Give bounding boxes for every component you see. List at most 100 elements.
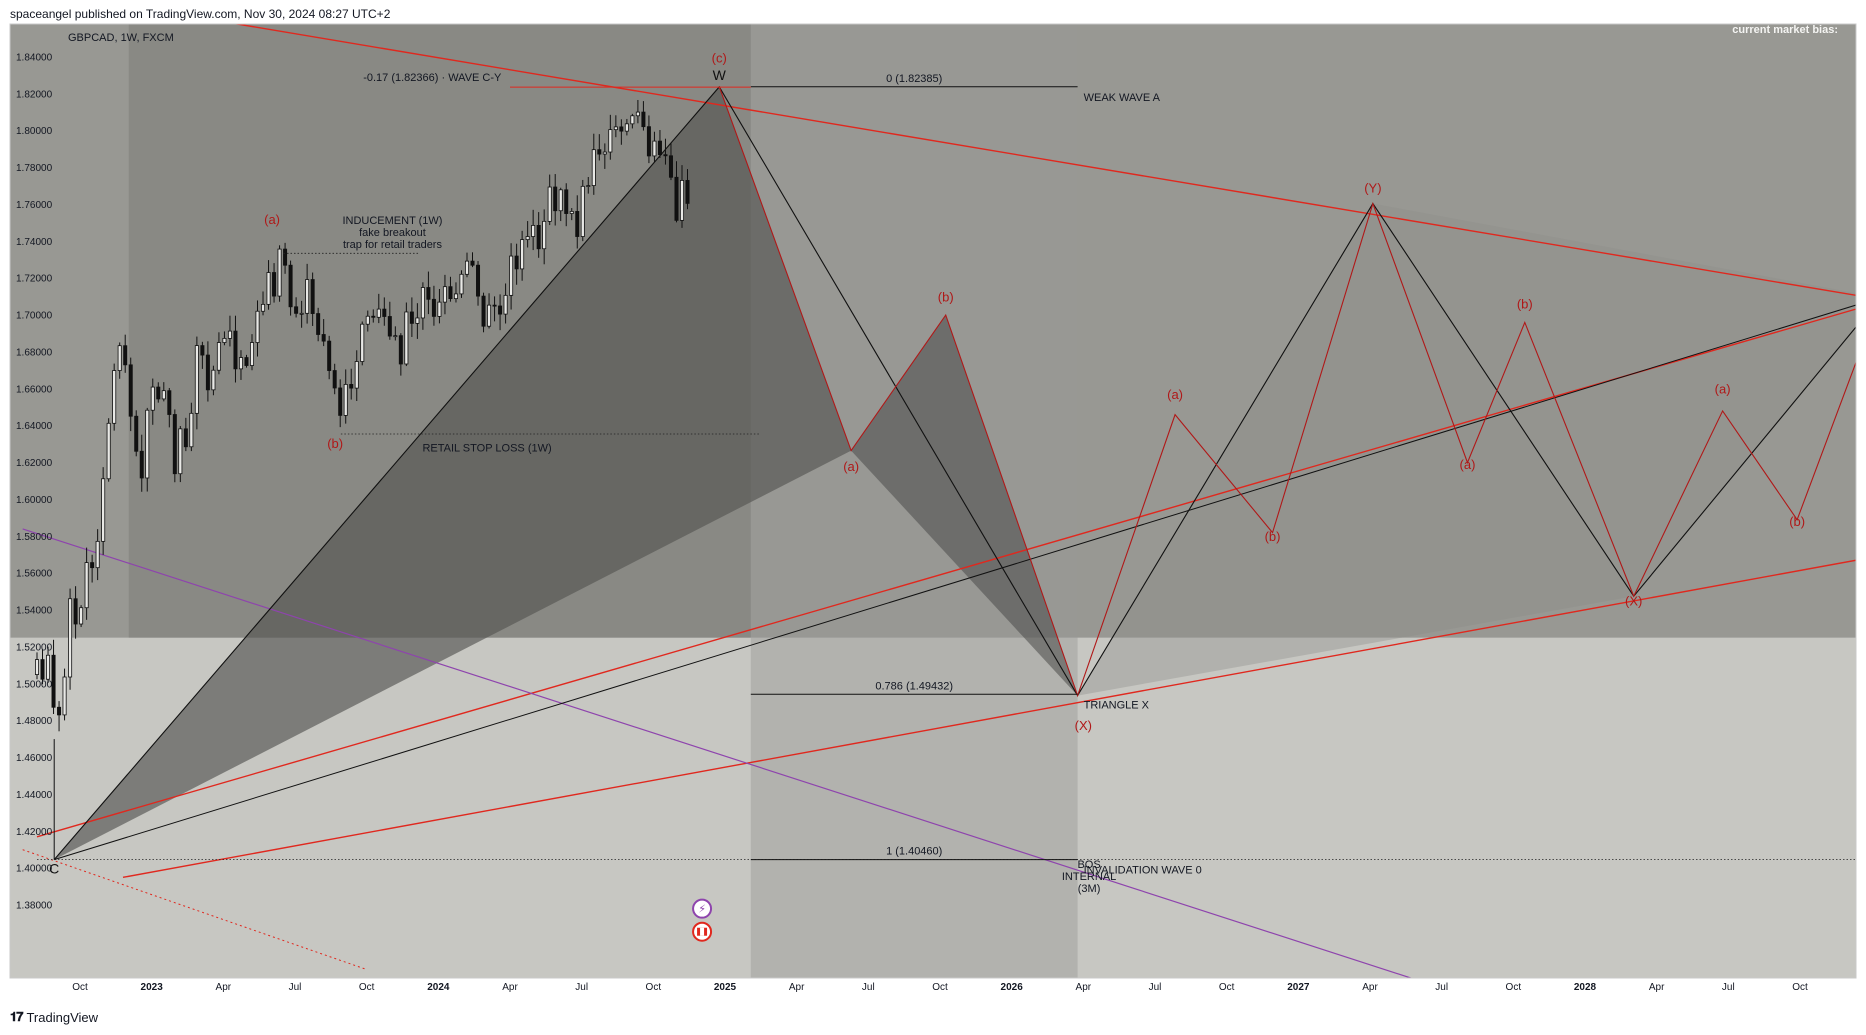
candle <box>90 554 95 583</box>
candle <box>161 382 166 402</box>
candle <box>238 350 243 380</box>
x-tick-label: Jul <box>289 982 302 993</box>
candle-body <box>84 562 89 609</box>
candle <box>487 293 492 329</box>
candle <box>360 321 365 366</box>
candle-body <box>591 149 596 186</box>
candle <box>630 113 635 129</box>
candle-body <box>233 330 238 370</box>
candle-body <box>531 225 536 237</box>
candle <box>624 118 629 136</box>
x-tick-label: 2023 <box>141 982 164 993</box>
y-tick-label: 1.52000 <box>16 642 53 653</box>
candle <box>139 434 144 492</box>
y-tick-label: 1.80000 <box>16 126 53 137</box>
candle-body <box>316 313 321 335</box>
candle-body <box>453 293 458 300</box>
candle <box>294 297 299 318</box>
candle-body <box>310 279 315 314</box>
event-circle <box>692 898 713 919</box>
x-tick-label: 2026 <box>1001 982 1024 993</box>
candle-body <box>624 123 629 132</box>
candle-body <box>150 386 155 411</box>
candle-body <box>139 450 144 479</box>
y-tick-label: 1.42000 <box>16 827 53 838</box>
wave-label: (a) <box>1715 381 1731 396</box>
candle-body <box>487 304 492 327</box>
candle <box>393 326 398 341</box>
x-tick-label: Apr <box>1076 982 1092 993</box>
candle-body <box>117 345 122 371</box>
y-tick-label: 1.60000 <box>16 495 53 506</box>
candle <box>128 357 133 432</box>
candle-body <box>580 185 585 237</box>
candle <box>117 342 122 379</box>
candle <box>46 646 51 684</box>
y-tick-label: 1.50000 <box>16 679 53 690</box>
wave-label: (a) <box>264 212 280 227</box>
y-tick-label: 1.74000 <box>16 237 53 248</box>
candle-body <box>398 335 403 365</box>
candle <box>431 285 436 326</box>
x-tick-label: Oct <box>932 982 948 993</box>
candle-body <box>652 140 657 157</box>
fib-0786-side-label: TRIANGLE X <box>1084 699 1150 711</box>
fib-0-label: 0 (1.82385) <box>886 73 942 85</box>
candle-body <box>90 562 95 569</box>
black-diagonal-line <box>54 304 1856 861</box>
candle <box>321 319 326 347</box>
y-tick-label: 1.64000 <box>16 421 53 432</box>
y-tick-label: 1.46000 <box>16 753 53 764</box>
candle-body <box>509 255 514 296</box>
candle-body <box>481 295 486 327</box>
candle <box>134 410 139 457</box>
candle <box>332 363 337 395</box>
candle <box>338 379 343 428</box>
wave-label: (b) <box>1789 514 1805 529</box>
candle <box>641 101 646 131</box>
x-tick-label: 2025 <box>714 982 737 993</box>
candle-body <box>277 248 282 297</box>
wave-label: C <box>49 861 59 877</box>
candle <box>426 271 431 315</box>
candle <box>244 354 249 368</box>
candle-body <box>40 659 45 680</box>
candle <box>35 652 40 680</box>
wave-label: (a) <box>1460 457 1476 472</box>
candle-body <box>404 311 409 365</box>
candle-body <box>674 176 679 221</box>
candle-body <box>106 422 111 480</box>
candle-body <box>376 308 381 318</box>
candle <box>680 165 685 228</box>
candle <box>106 418 111 482</box>
candle <box>51 639 56 715</box>
candle <box>95 529 100 581</box>
wave-label: (X) <box>1625 593 1642 608</box>
candle <box>514 243 519 285</box>
candle <box>150 378 155 425</box>
candle-body <box>321 334 326 342</box>
candle <box>404 302 409 367</box>
y-tick-label: 1.62000 <box>16 458 53 469</box>
candle-body <box>194 345 199 414</box>
black-wave-path <box>53 85 1856 861</box>
candle <box>481 292 486 333</box>
wave-w-triangle <box>54 86 852 860</box>
candle-body <box>338 387 343 416</box>
wave-label: (a) <box>1167 387 1183 402</box>
candle-body <box>46 654 51 680</box>
candle <box>200 341 205 369</box>
candle <box>536 212 541 258</box>
y-tick-label: 1.54000 <box>16 606 53 617</box>
wave-cy-label: -0.17 (1.82366) · WAVE C-Y <box>363 72 502 84</box>
wave-label: (b) <box>1517 297 1533 312</box>
chart-border <box>9 23 1857 979</box>
candle-body <box>420 287 425 319</box>
footer[interactable]: 𝟏𝟕 TradingView <box>10 1009 98 1025</box>
candle-body <box>608 129 613 153</box>
lightning-glyph: ⚡ <box>698 904 706 916</box>
candle-body <box>630 115 635 125</box>
candle-body <box>635 111 640 117</box>
candle-body <box>349 384 354 389</box>
